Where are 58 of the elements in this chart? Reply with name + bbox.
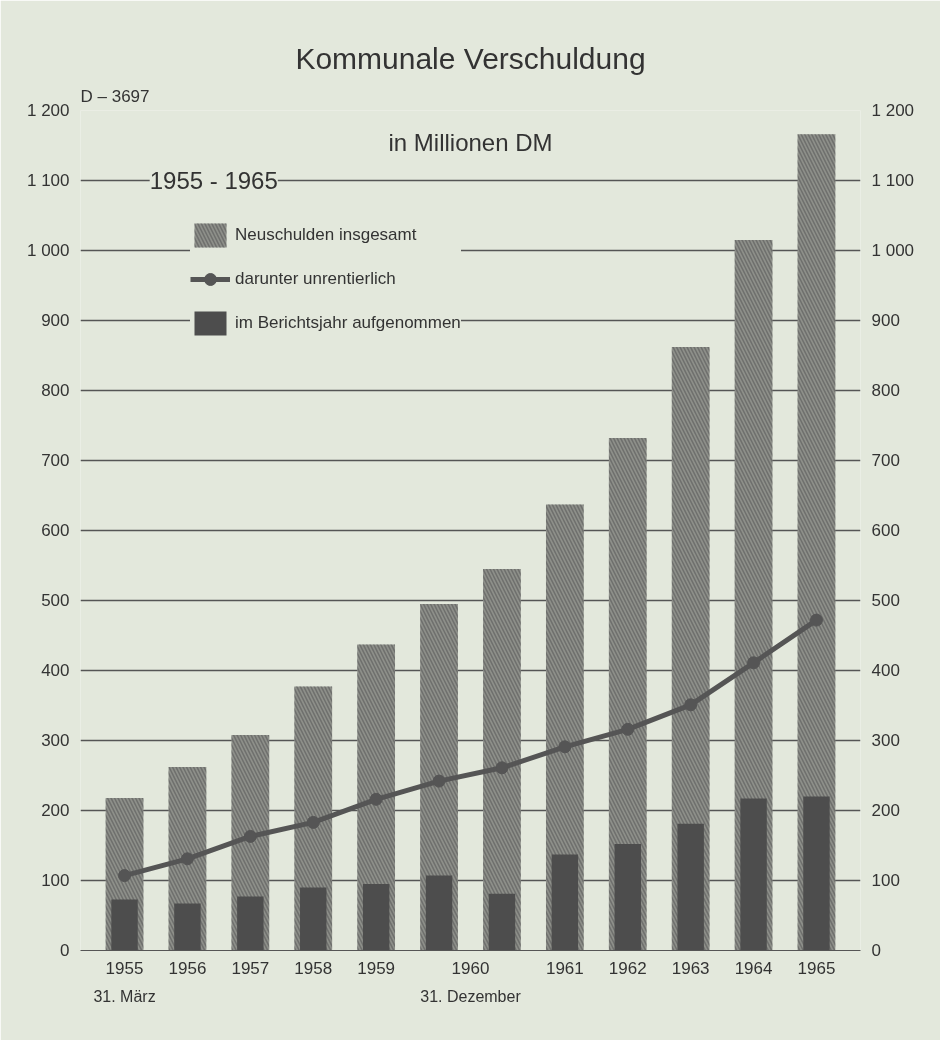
point (369, 792, 383, 806)
text: 1960 (451, 958, 490, 978)
y-tick-label: 400 (41, 661, 70, 680)
x-tick-label: 1961 (545, 958, 584, 978)
text: D – 3697 (80, 86, 150, 106)
y2-tick-label: 1 000 (871, 241, 915, 260)
x-tick-label: 1955 (105, 958, 144, 978)
text: 31. März (93, 987, 156, 1005)
point (180, 852, 194, 866)
point (747, 656, 761, 670)
y2-tick-label: 100 (871, 871, 900, 890)
y-tick-label: 1 000 (26, 241, 70, 260)
point (621, 722, 635, 736)
y-tick-label: 100 (41, 871, 70, 890)
chart-title: Kommunale Verschuldung (295, 41, 646, 75)
x-tick-label: 1962 (608, 958, 647, 978)
y2-tick-label: 0 (871, 941, 881, 960)
y2-tick-label: 1 100 (871, 171, 915, 190)
point (809, 613, 823, 627)
y-tick-label: 1 100 (26, 171, 70, 190)
y-tick-label: 300 (41, 731, 70, 750)
y-tick-label: 800 (41, 381, 70, 400)
y-tick-label: 0 (60, 941, 70, 960)
y-tick-label: 700 (41, 451, 70, 470)
legend-label: darunter unrentierlich (235, 269, 396, 289)
legend-label: Neuschulden insgesamt (235, 225, 417, 245)
x-tick-label: 1958 (294, 958, 333, 978)
x-tick-label: 1963 (671, 958, 710, 978)
y2-tick-label: 600 (871, 521, 900, 540)
point (306, 815, 320, 829)
y-tick-label: 200 (41, 801, 70, 820)
y2-tick-label: 200 (871, 801, 900, 820)
x-tick-label: 1957 (231, 958, 270, 978)
x-tick-label: 1965 (797, 958, 836, 978)
text: in Millionen DM (388, 128, 553, 156)
y2-tick-label: 300 (871, 731, 900, 750)
point (495, 761, 509, 775)
y2-tick-label: 700 (871, 451, 900, 470)
y2-tick-label: 400 (871, 661, 900, 680)
y-tick-label: 900 (41, 311, 70, 330)
x-tick-label: 1956 (168, 958, 207, 978)
text: 31. Dezember (420, 987, 522, 1005)
y-tick-label: 1 200 (26, 101, 70, 120)
point (684, 698, 698, 712)
y2-tick-label: 900 (871, 311, 900, 330)
x-tick-label: 1964 (734, 958, 773, 978)
point (558, 740, 572, 754)
annotation: 1955 - 1965 (149, 167, 278, 194)
legend-label: im Berichtsjahr aufgenommen (235, 313, 461, 333)
y-tick-label: 600 (41, 521, 70, 540)
point (432, 774, 446, 788)
point (118, 869, 132, 883)
y2-tick-label: 1 200 (871, 101, 915, 120)
y2-tick-label: 500 (871, 591, 900, 610)
y-tick-label: 500 (41, 591, 70, 610)
point (243, 829, 257, 843)
y2-tick-label: 800 (871, 381, 900, 400)
x-tick-label: 1959 (357, 958, 396, 978)
